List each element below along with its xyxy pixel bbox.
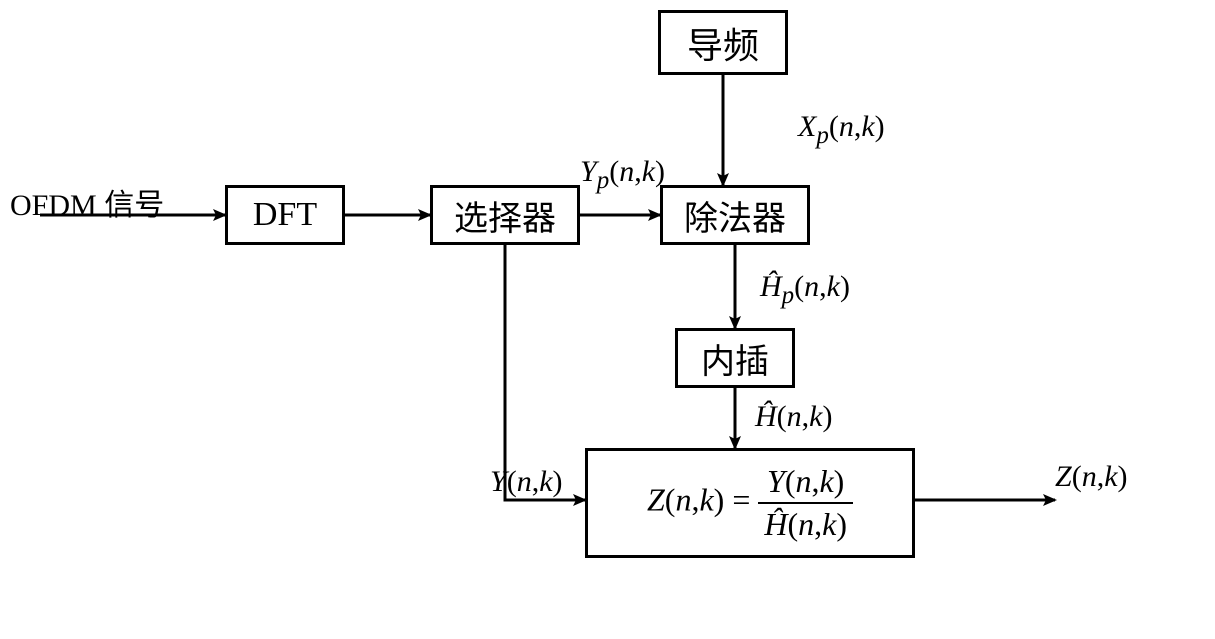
divider-block: 除法器 bbox=[660, 185, 810, 245]
selector-label: 选择器 bbox=[454, 191, 556, 240]
eq-lhs: Z(n,k) = bbox=[647, 481, 758, 517]
input-signal-label: OFDM 信号 bbox=[10, 180, 164, 224]
y-label: Y(n,k) bbox=[490, 465, 563, 499]
dft-block: DFT bbox=[225, 185, 345, 245]
selector-block: 选择器 bbox=[430, 185, 580, 245]
hp-label: Ĥp(n,k) bbox=[760, 270, 850, 310]
divider-label: 除法器 bbox=[684, 191, 786, 240]
equalizer-equation: Z(n,k) = Y(n,k) Ĥ(n,k) bbox=[647, 463, 853, 543]
eq-fraction: Y(n,k) Ĥ(n,k) bbox=[758, 463, 853, 543]
pilot-label: 导频 bbox=[687, 17, 759, 69]
arrow-selector-to-eq bbox=[505, 245, 585, 500]
eq-num: Y(n,k) bbox=[758, 463, 853, 502]
dft-label: DFT bbox=[253, 196, 317, 234]
pilot-block: 导频 bbox=[658, 10, 788, 75]
eq-den: Ĥ(n,k) bbox=[758, 502, 853, 543]
xp-label: Xp(n,k) bbox=[798, 110, 885, 150]
equalizer-block: Z(n,k) = Y(n,k) Ĥ(n,k) bbox=[585, 448, 915, 558]
h-label: Ĥ(n,k) bbox=[755, 400, 833, 434]
yp-label: Yp(n,k) bbox=[580, 155, 665, 195]
interp-block: 内插 bbox=[675, 328, 795, 388]
z-label: Z(n,k) bbox=[1055, 460, 1128, 494]
interp-label: 内插 bbox=[701, 334, 769, 383]
